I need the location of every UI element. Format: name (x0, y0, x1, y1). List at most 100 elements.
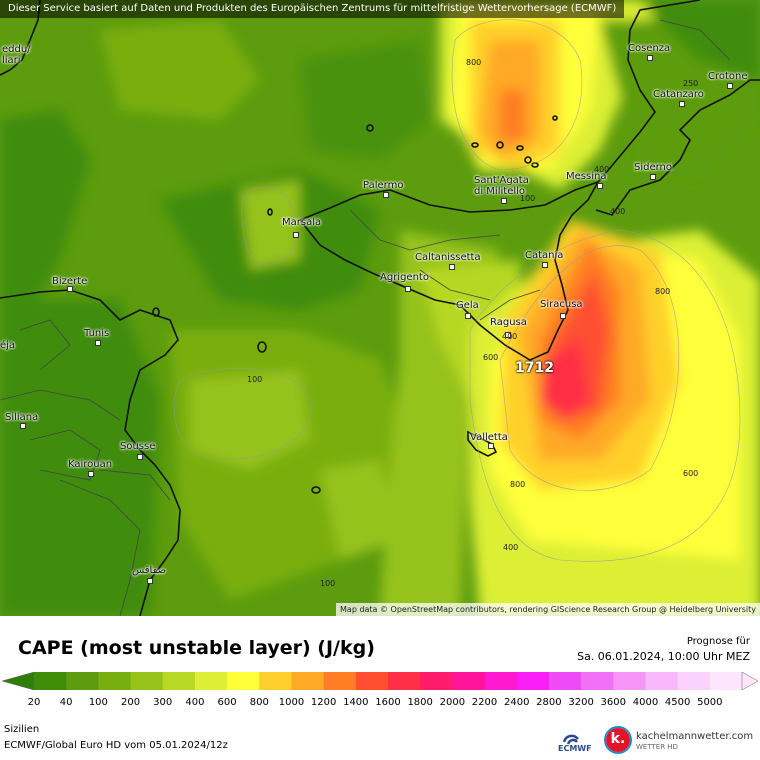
contour-label: 400 (610, 207, 626, 216)
map-attribution: Map data © OpenStreetMap contributors, r… (336, 603, 760, 616)
ecmwf-logo-icon (562, 734, 579, 745)
scale-swatch (484, 672, 518, 690)
forecast-label: Prognose für (686, 636, 750, 647)
city-sfax: صفاقس (132, 565, 167, 576)
city-dot-messina (597, 183, 603, 189)
city-dot-sfax (147, 578, 153, 584)
scale-swatch (613, 672, 646, 690)
scale-tick-label: 2000 (439, 697, 466, 708)
scale-tick-label: 300 (153, 697, 173, 708)
scale-tick-label: 2800 (536, 697, 562, 708)
city-dot-catanzaro (679, 101, 685, 107)
scale-tick-label: 40 (59, 697, 73, 708)
scale-tick-label: 600 (217, 697, 237, 708)
scale-tick-label: 200 (120, 697, 141, 708)
city-dot-bizerte (67, 286, 73, 292)
city-dot-palermo (383, 192, 389, 198)
city-siliana: Siliana (5, 412, 39, 423)
city-dot-ragusa (505, 332, 511, 338)
scale-tick-label: 1400 (343, 697, 369, 708)
city-cagliari: eddu/ liari (2, 44, 31, 66)
city-caltanissetta: Caltanissetta (415, 252, 481, 263)
brand-name[interactable]: kachelmannwetter.com (636, 731, 754, 742)
city-palermo: Palermo (363, 180, 404, 191)
scale-tick-label: 5000 (697, 697, 723, 708)
contour-label: 800 (655, 287, 671, 296)
model-run: ECMWF/Global Euro HD vom 05.01.2024/12z (4, 740, 228, 751)
cape-map: Dieser Service basiert auf Daten und Pro… (0, 0, 760, 616)
city-cosenza: Cosenza (628, 43, 671, 54)
scale-tick-label: 2400 (503, 697, 530, 708)
color-scale-ticks: 20 40 100 200 300 400 600 800 1000 1200 1400 1600 18… (0, 697, 760, 711)
scale-swatch (452, 672, 486, 690)
city-dot-caltanissetta (449, 264, 455, 270)
scale-high-arrow (741, 671, 759, 691)
scale-tick-label: 3600 (600, 697, 626, 708)
city-dot-siderno (650, 174, 656, 180)
coastlines (0, 0, 760, 616)
scale-swatch (323, 672, 357, 690)
city-marsala: Marsala (282, 217, 322, 228)
city-siderno: Siderno (634, 162, 673, 173)
scale-tick-label: 1800 (407, 697, 433, 708)
city-dot-sousse (137, 454, 143, 460)
city-dot-santagata (501, 198, 507, 204)
scale-swatch (98, 672, 132, 690)
city-kairouan: Kairouan (68, 459, 113, 470)
scale-swatch (162, 672, 196, 690)
city-dot-valletta (488, 443, 494, 449)
scale-swatch (194, 672, 228, 690)
ecmwf-notice-banner: Dieser Service basiert auf Daten und Pro… (0, 0, 625, 18)
kachelmann-logo-icon[interactable]: k. (604, 726, 632, 754)
scale-tick-label: 2200 (471, 697, 498, 708)
scale-swatch (516, 672, 550, 690)
scale-tick-label: 1000 (278, 697, 305, 708)
scale-swatch (645, 672, 679, 690)
contour-label: 800 (466, 58, 482, 67)
city-dot-siliana (20, 423, 26, 429)
city-catania: Catania (525, 250, 564, 261)
kachelmann-logo-letter: k. (606, 728, 630, 752)
city-dot-catania (542, 262, 548, 268)
city-dot-marsala (293, 232, 299, 238)
cape-field (0, 0, 760, 616)
contour-label: 100 (520, 194, 536, 203)
scale-tick-label: 3200 (568, 697, 594, 708)
scale-tick-label: 4000 (632, 697, 659, 708)
contour-label: 100 (320, 579, 336, 588)
admin-borders (0, 19, 731, 616)
max-value-label: 1712 (515, 360, 554, 376)
contour-lines (173, 19, 741, 562)
city-dot-cosenza (647, 55, 653, 61)
color-scale-bar (1, 671, 759, 691)
scale-swatch (66, 672, 99, 690)
scale-swatch (130, 672, 164, 690)
scale-tick-label: 400 (185, 697, 205, 708)
brand-subtitle: WETTER HD (636, 743, 678, 751)
scale-swatch (388, 672, 421, 690)
contour-label: 400 (503, 543, 519, 552)
city-ragusa: Ragusa (490, 317, 527, 328)
scale-swatch (355, 672, 389, 690)
city-dot-tunis (95, 340, 101, 346)
city-santagata: Sant'Agata di Militello (474, 175, 529, 197)
city-dot-siracusa (560, 313, 566, 319)
city-valletta: Valletta (470, 432, 508, 443)
city-dot-agrigento (405, 286, 411, 292)
contour-label: 800 (510, 480, 526, 489)
scale-swatch (227, 672, 260, 690)
ecmwf-logo-text: ECMWF (558, 744, 592, 753)
scale-swatch (548, 672, 582, 690)
scale-low-arrow (1, 671, 35, 691)
scale-tick-label: 100 (88, 697, 108, 708)
scale-swatch (259, 672, 292, 690)
scale-tick-label: 800 (249, 697, 269, 708)
scale-swatch (291, 672, 325, 690)
contour-label: 600 (683, 469, 699, 478)
city-messina: Messina (566, 171, 607, 182)
contour-label: 400 (502, 332, 518, 341)
scale-swatch (34, 672, 67, 690)
city-beja: éja (0, 340, 16, 351)
city-crotone: Crotone (708, 71, 748, 82)
scale-swatch (581, 672, 614, 690)
